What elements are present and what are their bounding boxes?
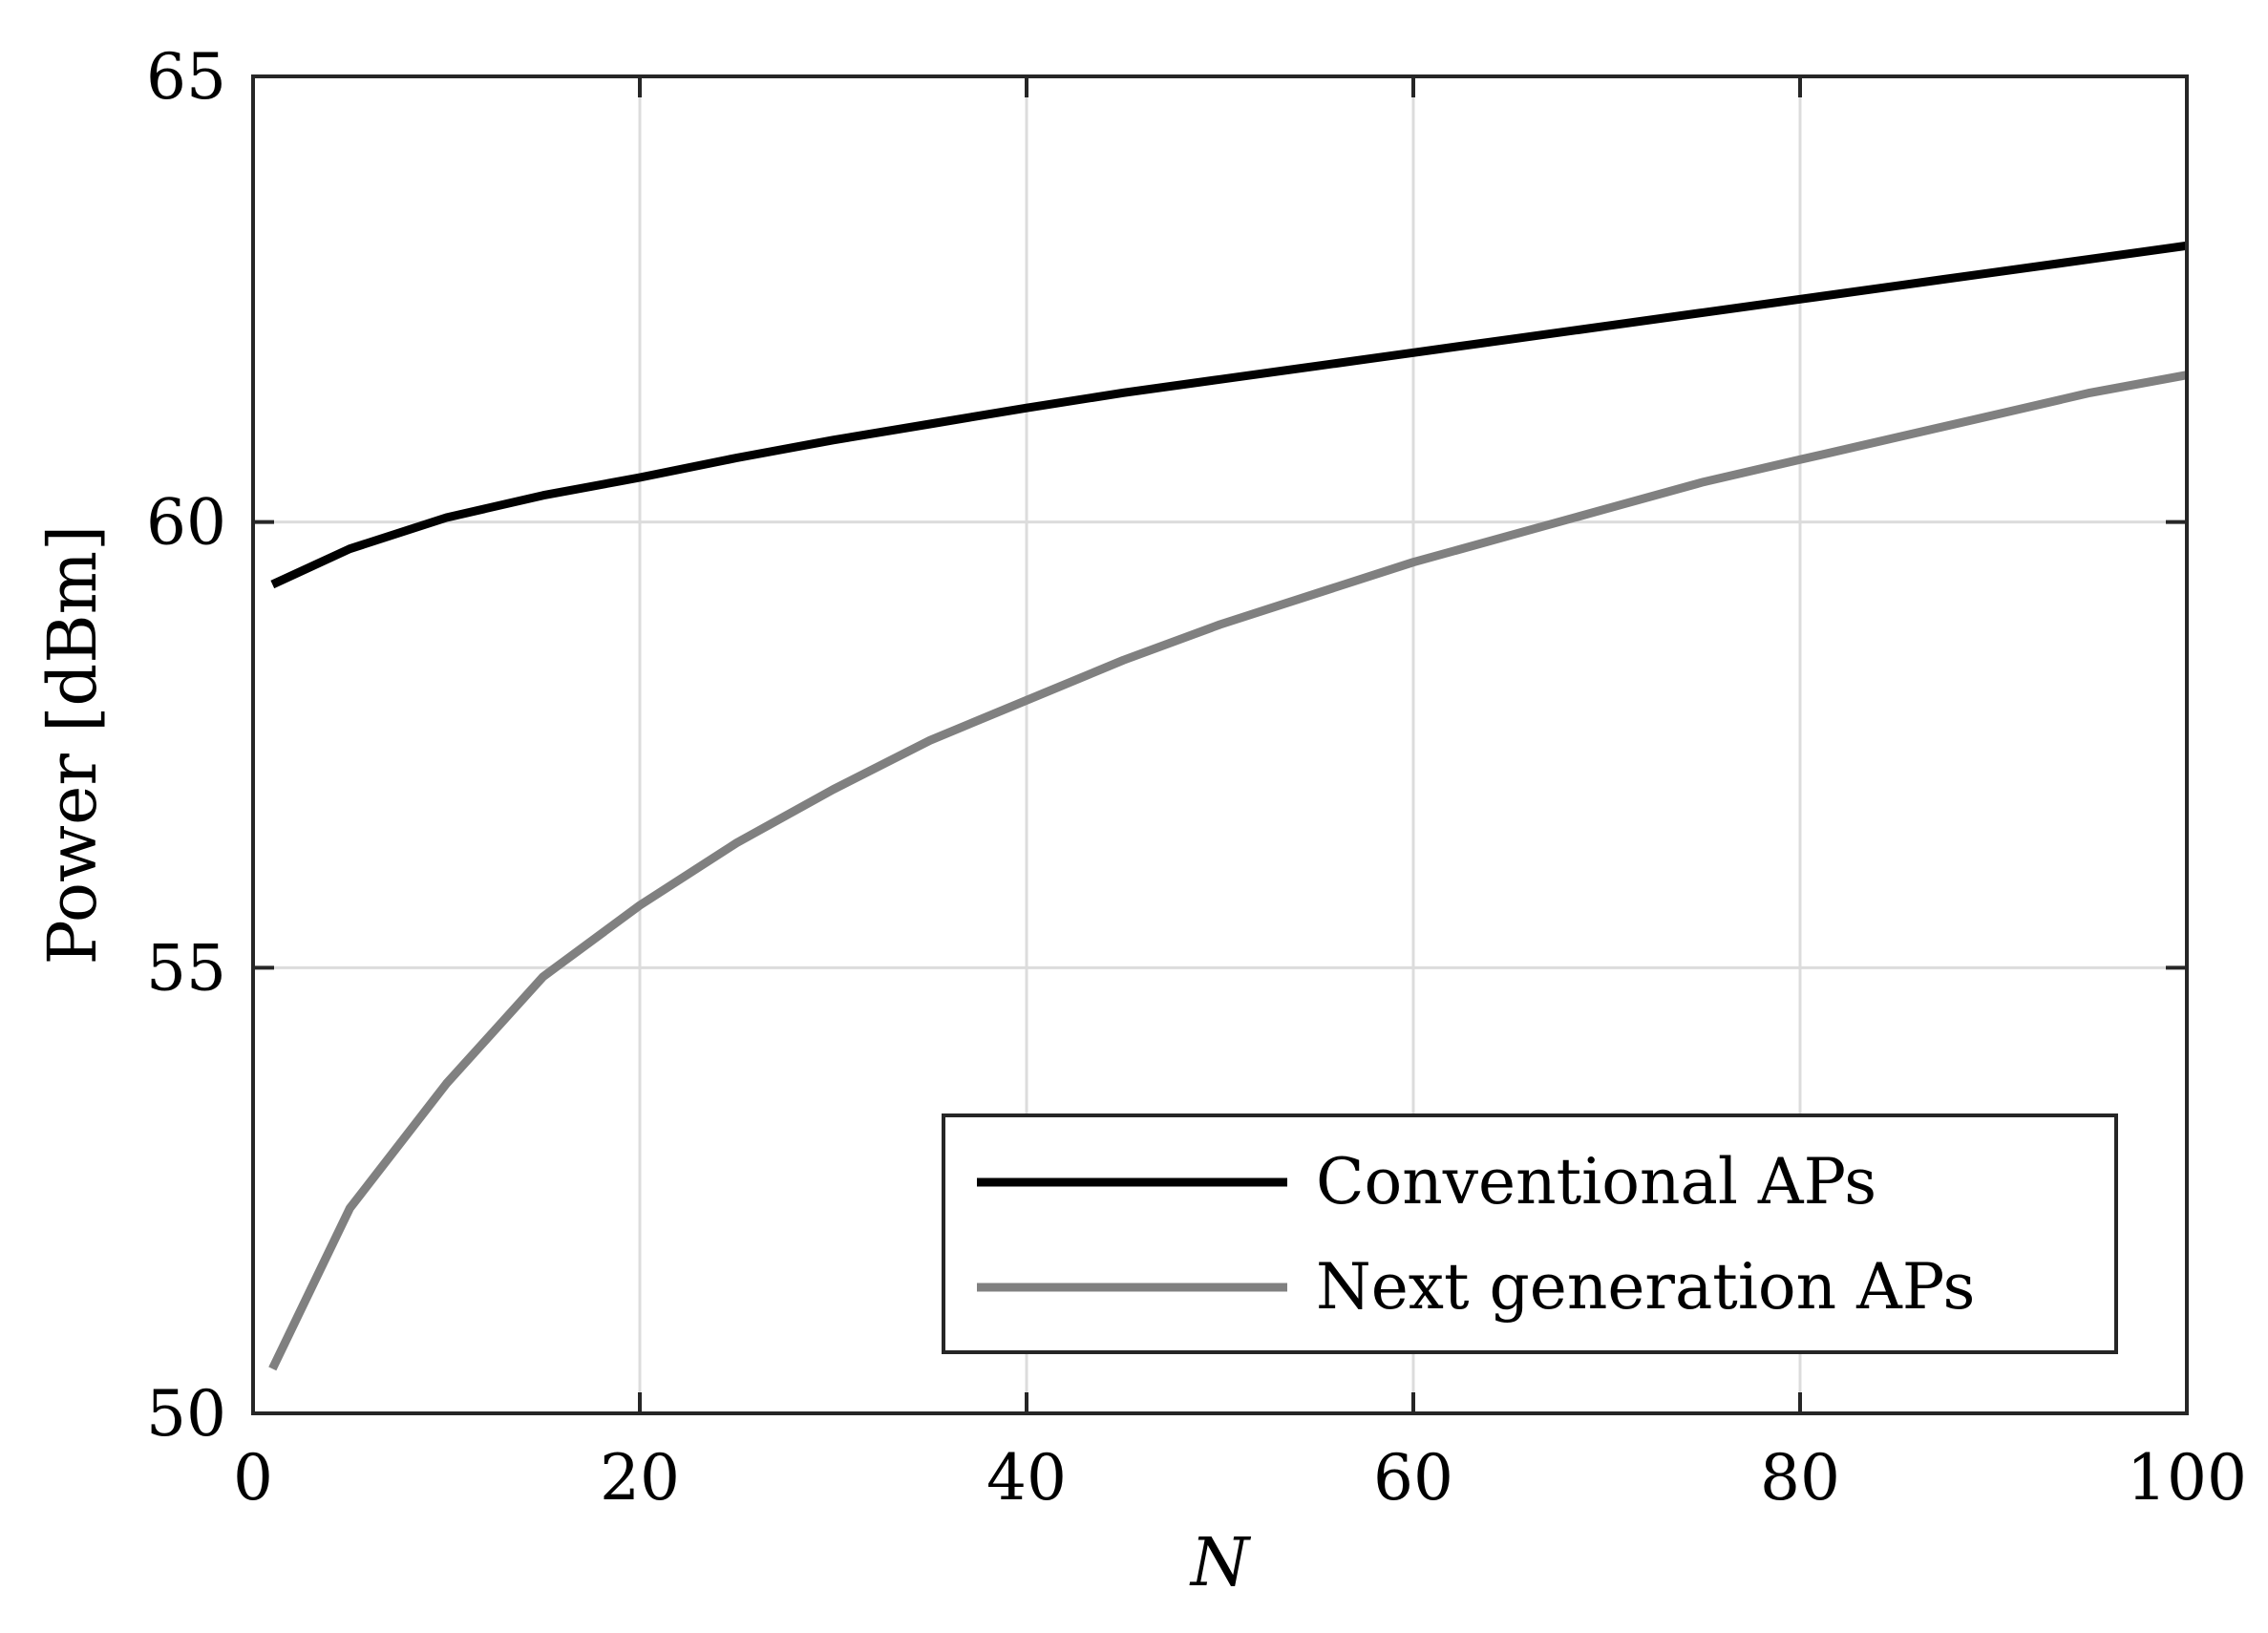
- x-axis-label: N: [1189, 1523, 1252, 1601]
- tick-labels: 0 20 40 60 80 100 50 55 60 65: [146, 40, 2247, 1515]
- x-tick-label: 40: [986, 1441, 1067, 1515]
- y-tick-label: 55: [146, 931, 226, 1005]
- y-axis-label: Power [dBm]: [33, 525, 112, 965]
- legend-box: [942, 1113, 2118, 1354]
- series-line-1: [270, 241, 2188, 589]
- series-line-2: [268, 371, 2188, 1371]
- x-tick-label: 80: [1760, 1441, 1840, 1515]
- plot-frame: [251, 74, 2189, 1415]
- y-tick-label: 50: [146, 1377, 226, 1451]
- ticks: [251, 74, 2189, 1415]
- x-tick-label: 100: [2127, 1441, 2247, 1515]
- legend: Conventional APs Next generation APs: [942, 1113, 2118, 1354]
- series-layer: [268, 241, 2188, 1371]
- legend-label: Next generation APs: [1316, 1250, 1975, 1324]
- y-tick-label: 65: [146, 40, 226, 114]
- legend-label: Conventional APs: [1316, 1145, 1876, 1219]
- x-tick-label: 0: [233, 1441, 273, 1515]
- y-tick-label: 60: [146, 486, 226, 560]
- x-tick-label: 60: [1373, 1441, 1453, 1515]
- x-tick-label: 20: [600, 1441, 680, 1515]
